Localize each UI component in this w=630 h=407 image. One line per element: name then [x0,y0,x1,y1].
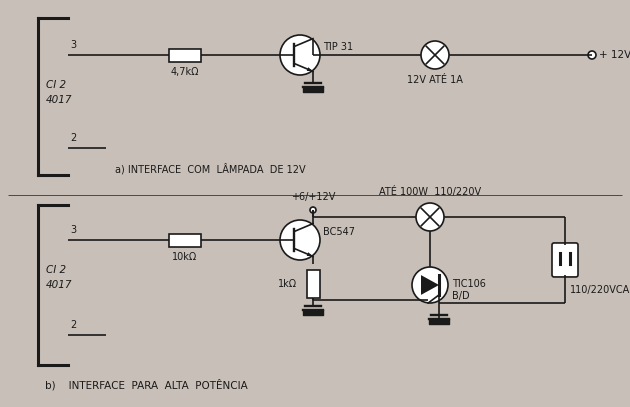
Polygon shape [307,67,313,71]
Text: 10kΩ: 10kΩ [173,252,198,262]
Text: b)    INTERFACE  PARA  ALTA  POTÊNCIA: b) INTERFACE PARA ALTA POTÊNCIA [45,379,248,390]
Text: 4017: 4017 [46,95,72,105]
Circle shape [412,267,448,303]
Text: 12V ATÉ 1A: 12V ATÉ 1A [407,75,463,85]
Bar [169,234,201,247]
Text: +6/+12V: +6/+12V [291,192,335,202]
Text: CI 2: CI 2 [46,265,66,275]
Text: 1kΩ: 1kΩ [278,279,297,289]
Circle shape [280,220,320,260]
Text: 3: 3 [70,40,76,50]
Text: 2: 2 [70,133,76,143]
Text: 3: 3 [70,225,76,235]
Text: 110/220VCA: 110/220VCA [570,285,630,295]
Text: a) INTERFACE  COM  LÂMPADA  DE 12V: a) INTERFACE COM LÂMPADA DE 12V [115,164,306,175]
Polygon shape [421,275,439,295]
Circle shape [310,207,316,213]
Polygon shape [307,252,313,256]
Circle shape [421,41,449,69]
Bar [169,48,201,61]
Circle shape [280,35,320,75]
Text: TIP 31: TIP 31 [323,42,353,52]
FancyBboxPatch shape [552,243,578,277]
Text: CI 2: CI 2 [46,80,66,90]
Circle shape [588,51,596,59]
Text: BC547: BC547 [323,227,355,237]
Bar [307,270,319,298]
Text: 2: 2 [70,320,76,330]
Text: TIC106
B/D: TIC106 B/D [452,279,486,301]
Text: ATÉ 100W  110/220V: ATÉ 100W 110/220V [379,186,481,197]
Circle shape [416,203,444,231]
Text: 4,7kΩ: 4,7kΩ [171,67,199,77]
Text: 4017: 4017 [46,280,72,290]
Text: + 12V: + 12V [599,50,630,60]
